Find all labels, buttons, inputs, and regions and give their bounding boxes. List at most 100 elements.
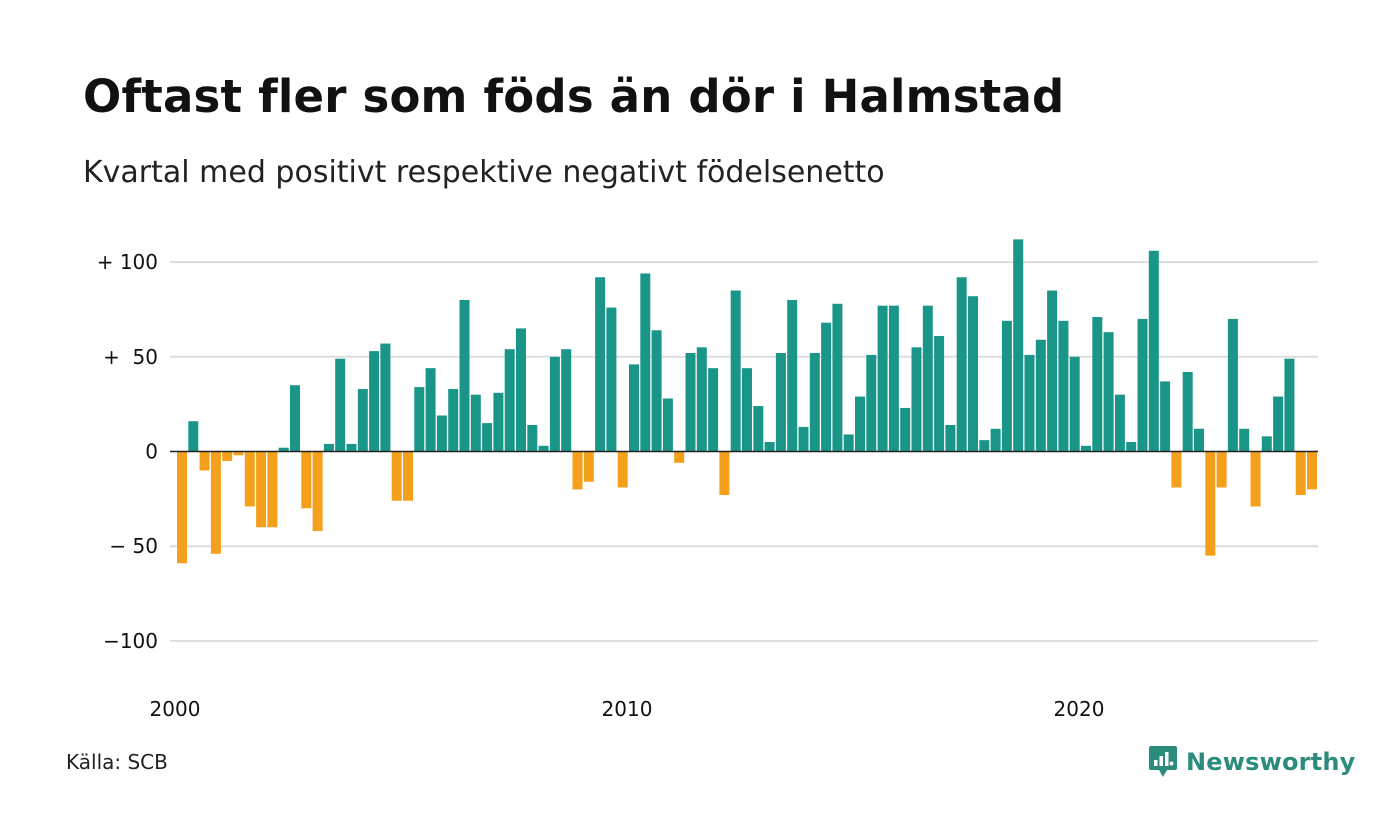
bar [414,387,425,452]
bar [470,394,481,452]
bar [425,368,436,452]
bar [911,347,922,452]
bar [1081,445,1091,452]
bar [1047,290,1058,452]
bar [1273,396,1284,452]
bar [482,423,493,452]
bar [346,443,357,452]
bar [561,349,572,452]
bar [267,451,278,528]
bar [369,351,380,452]
bar [583,451,594,482]
bar [549,356,560,452]
bar [1013,239,1024,452]
bar [312,451,323,532]
bar [866,354,877,452]
bar [798,426,809,452]
x-tick-label: 2010 [602,697,653,721]
bar [459,299,470,452]
bar [1092,317,1103,452]
bars [177,239,1317,564]
bar [380,343,391,452]
bar [1227,318,1238,452]
bar [934,335,945,452]
bar [1295,451,1306,496]
bar [900,407,911,452]
bar [685,353,696,452]
bar [527,424,538,452]
bar [843,434,854,452]
bar [391,451,402,501]
bar [1205,451,1216,556]
bar [787,299,798,452]
bar [448,389,459,452]
x-tick-label: 2020 [1054,697,1105,721]
bar [922,305,933,452]
bar [1284,358,1295,452]
bar [538,445,549,452]
bar [696,347,707,452]
bar [1114,394,1125,452]
bar [640,273,651,452]
bar [595,277,606,452]
bar [278,447,289,452]
bar [1024,354,1035,452]
bar [945,424,956,452]
bar [617,451,628,488]
y-tick-label: −100 [103,629,158,653]
bar [1261,436,1272,452]
bar [436,415,447,452]
bar [516,328,526,452]
bar [335,358,346,452]
bar [256,451,267,528]
bar [1171,451,1182,488]
bar [1069,356,1080,452]
x-axis-labels: 2000 2010 2020 [150,697,1105,721]
bar [662,398,673,452]
bar [188,421,199,452]
y-tick-label: 0 [145,440,158,464]
bar [877,305,888,452]
y-axis-labels: + 100 + 50 0 − 50 −100 [97,250,158,653]
bar [1194,428,1204,452]
bar [674,451,685,463]
bar [968,296,978,452]
bar [1160,381,1171,452]
bar [493,392,504,452]
bar [1137,318,1148,452]
bar [222,451,233,461]
bar [651,330,662,452]
bar [1182,371,1193,452]
bar [606,307,617,452]
bar [323,443,334,452]
bar [764,442,775,452]
bar [403,451,413,501]
bar [809,353,820,452]
bar [1148,250,1159,452]
bar [775,353,786,452]
bar [1307,451,1317,490]
bar [1001,320,1012,452]
bar [504,349,515,452]
bar [210,451,221,554]
bar [855,396,865,452]
bar [1058,320,1069,452]
bar [1239,428,1250,452]
x-tick-label: 2000 [150,697,201,721]
bar [832,303,843,452]
bar [956,277,967,452]
bar [821,322,832,452]
bar [1103,332,1114,452]
bar [244,451,255,507]
bar [290,385,300,452]
chart-subtitle: Kvartal med positivt respektive negativt… [83,155,885,190]
bar [357,389,368,452]
source-note: Källa: SCB [66,750,168,774]
brand-logo: Newsworthy [1148,744,1356,780]
y-tick-label: + 100 [97,250,158,274]
y-tick-label: + 50 [103,345,158,369]
y-tick-label: − 50 [109,534,158,558]
bar [177,451,187,564]
grid-lines [170,261,1318,642]
